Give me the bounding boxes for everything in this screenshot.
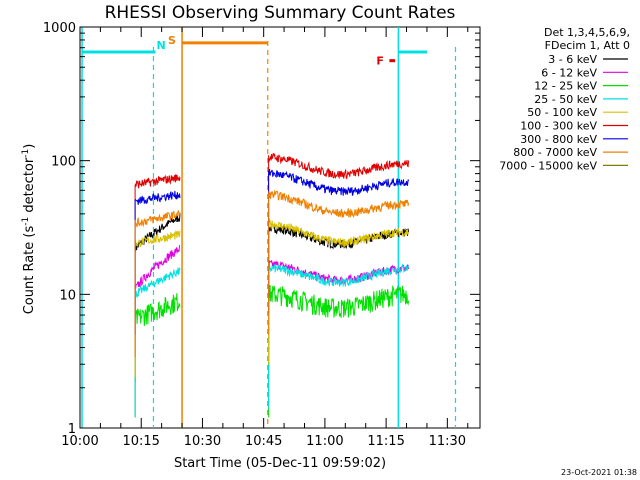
- plot-area: N S F: [79, 26, 481, 429]
- x-tick-label-5: 11:15: [367, 434, 404, 449]
- y-axis-label-end: ): [22, 144, 37, 149]
- series-line-5-segment-1: [268, 152, 410, 298]
- flag-label-n: N: [156, 39, 165, 52]
- x-tick-label-0: 10:00: [61, 434, 98, 449]
- y-tick-label-1: 10: [59, 288, 76, 303]
- y-axis-label-mid: detector: [22, 157, 37, 217]
- series-line-3-segment-0: [134, 267, 181, 418]
- series-line-0-segment-1: [268, 223, 410, 369]
- legend-header-line-1: Det 1,3,4,5,6,9,: [544, 26, 630, 39]
- legend-label-1: 6 - 12 keV: [541, 66, 597, 79]
- series-line-5-segment-0: [134, 174, 181, 319]
- legend-label-0: 3 - 6 keV: [548, 53, 597, 66]
- legend-label-5: 100 - 300 keV: [520, 120, 597, 133]
- plot-frame: [79, 26, 481, 429]
- y-axis-label-sup2: -1: [21, 149, 31, 158]
- legend-label-6: 300 - 800 keV: [520, 133, 597, 146]
- y-axis-label: Count Rate (s-1 detector-1): [21, 144, 37, 315]
- y-tick-label-2: 100: [51, 155, 76, 170]
- series-line-2-segment-1: [268, 284, 410, 418]
- series-line-7-segment-0: [134, 209, 181, 357]
- series-line-7-segment-1: [268, 189, 410, 335]
- chart-title: RHESSI Observing Summary Count Rates: [105, 3, 456, 23]
- y-axis-label-main: Count Rate (s: [22, 226, 37, 315]
- x-axis: 10:00 10:15 10:30 10:45 11:00 11:15 11:30: [61, 27, 469, 449]
- x-tick-label-4: 11:00: [306, 434, 343, 449]
- legend-label-8: 7000 - 15000 keV: [499, 159, 597, 172]
- flag-label-f: F: [376, 55, 384, 68]
- y-tick-label-3: 1000: [43, 21, 76, 36]
- series-line-3-segment-1: [268, 262, 410, 409]
- series-line-1-segment-0: [134, 244, 181, 418]
- series-line-6-segment-1: [268, 169, 410, 314]
- x-tick-label-6: 11:30: [429, 434, 466, 449]
- x-tick-label-2: 10:30: [184, 434, 221, 449]
- legend: Det 1,3,4,5,6,9, FDecim 1, Att 0 3 - 6 k…: [499, 26, 630, 172]
- series-line-2-segment-0: [134, 293, 181, 418]
- legend-label-7: 800 - 7000 keV: [513, 146, 597, 159]
- series-line-4-segment-1: [268, 217, 409, 365]
- legend-header-line-2: FDecim 1, Att 0: [545, 39, 630, 52]
- x-axis-label: Start Time (05-Dec-11 09:59:02): [174, 456, 386, 471]
- y-axis: 1 10 100 1000: [43, 21, 480, 437]
- x-tick-label-1: 10:15: [122, 434, 159, 449]
- legend-label-4: 50 - 100 keV: [527, 106, 597, 119]
- series-line-4-segment-0: [134, 229, 181, 378]
- series-line-6-segment-0: [134, 190, 181, 335]
- y-tick-label-0: 1: [68, 422, 76, 437]
- y-axis-label-sup1: -1: [21, 217, 31, 226]
- x-tick-label-3: 10:45: [245, 434, 282, 449]
- flag-label-s: S: [168, 34, 176, 47]
- footer-timestamp: 23-Oct-2021 01:38: [561, 468, 637, 477]
- legend-label-3: 25 - 50 keV: [534, 93, 597, 106]
- legend-label-2: 12 - 25 keV: [534, 80, 597, 93]
